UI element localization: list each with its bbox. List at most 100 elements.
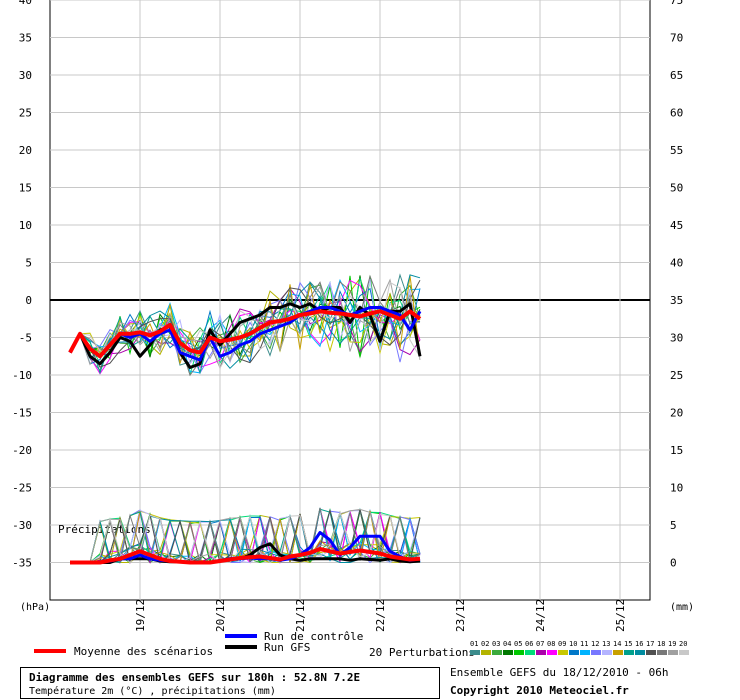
perturbation-temp-line xyxy=(69,287,421,356)
series-precip-0 xyxy=(70,547,421,565)
left-tick-label: -25 xyxy=(12,482,32,495)
left-tick-label: 35 xyxy=(19,32,32,45)
legend-perturbation-number: 02 xyxy=(481,640,489,648)
right-tick-label: 5 xyxy=(670,519,677,532)
legend-perturbation-swatch xyxy=(624,650,634,655)
left-tick-label: 40 xyxy=(19,0,32,7)
right-tick-label: 25 xyxy=(670,369,683,382)
footer-subtitle: Température 2m (°C) , précipitations (mm… xyxy=(29,686,276,697)
legend-perturbation-swatch xyxy=(613,650,623,655)
legend-perturbation-swatch xyxy=(668,650,678,655)
left-tick-label: -15 xyxy=(12,407,32,420)
perturbation-temp-line xyxy=(69,278,421,366)
series-temp-0 xyxy=(68,309,422,359)
perturbation-precip-line xyxy=(70,511,421,563)
left-axis-unit: (hPa) xyxy=(20,602,50,613)
right-tick-label: 15 xyxy=(670,444,683,457)
right-tick-label: 50 xyxy=(670,182,683,195)
right-tick-label: 75 xyxy=(670,0,683,7)
right-tick-label: 40 xyxy=(670,257,683,270)
right-tick-label: 45 xyxy=(670,219,683,232)
legend-perturbation-swatch xyxy=(558,650,568,655)
legend-perturbation-swatch xyxy=(679,650,689,655)
legend-perturbation-swatch xyxy=(492,650,502,655)
legend-perturbation-swatch xyxy=(580,650,590,655)
legend-perturbation-number: 13 xyxy=(602,640,610,648)
legend-mean-label: Moyenne des scénarios xyxy=(74,645,213,658)
right-axis-unit: (mm) xyxy=(670,602,694,613)
legend-perturbation-number: 19 xyxy=(668,640,676,648)
legend-perturbation-swatch xyxy=(514,650,524,655)
right-tick-label: 55 xyxy=(670,144,683,157)
legend-perturbation-swatch xyxy=(646,650,656,655)
legend-perturbation-swatch xyxy=(657,650,667,655)
series-temp-2 xyxy=(68,302,422,369)
footer-title-box: Diagramme des ensembles GEFS sur 180h : … xyxy=(20,667,440,699)
x-tick-label: 19/12 xyxy=(134,599,147,632)
right-tick-label: 35 xyxy=(670,294,683,307)
legend-perturbation-number: 20 xyxy=(679,640,687,648)
legend-perturbation-number: 07 xyxy=(536,640,544,648)
legend-perturbation-number: 15 xyxy=(624,640,632,648)
left-tick-label: 15 xyxy=(19,182,32,195)
right-tick-label: 65 xyxy=(670,69,683,82)
left-tick-label: -10 xyxy=(12,369,32,382)
legend-perturbation-swatch xyxy=(569,650,579,655)
legend-perturbation-number: 03 xyxy=(492,640,500,648)
left-tick-label: -20 xyxy=(12,444,32,457)
legend-perturbation-swatch xyxy=(547,650,557,655)
left-tick-label: -5 xyxy=(19,332,32,345)
left-tick-label: 0 xyxy=(25,294,32,307)
series-temp-1 xyxy=(68,306,422,362)
legend: Moyenne des scénarios Run de contrôleRun … xyxy=(34,630,689,659)
ensemble-chart: 4035302520151050-5-10-15-20-25-30-35(hPa… xyxy=(12,0,694,659)
legend-perturbation-number: 06 xyxy=(525,640,533,648)
right-tick-label: 60 xyxy=(670,107,683,120)
x-axis-ticks: 19/12 20/12 21/12 22/12 23/12 24/12 25/12Préci… xyxy=(58,523,627,632)
legend-perturbation-number: 11 xyxy=(580,640,588,648)
main-series-lines xyxy=(68,302,422,565)
left-tick-label: 30 xyxy=(19,69,32,82)
legend-perturbation-number: 17 xyxy=(646,640,654,648)
x-tick-label: 21/12 xyxy=(294,599,307,632)
left-tick-label: 5 xyxy=(25,257,32,270)
grid xyxy=(49,0,651,601)
legend-perturbation-swatch xyxy=(635,650,645,655)
left-axis-ticks: 40 35 30 25 20 15 10 5 0 -5 -10 -15 -20 -25 -30 -35 (hPa… xyxy=(12,0,50,613)
legend-perturbation-number: 10 xyxy=(569,640,577,648)
left-tick-label: 10 xyxy=(19,219,32,232)
left-tick-label: 20 xyxy=(19,144,32,157)
x-tick-label: 24/12 xyxy=(534,599,547,632)
legend-perturbation-swatch xyxy=(591,650,601,655)
legend-perturbation-number: 08 xyxy=(547,640,555,648)
legend-perturbation-number: 01 xyxy=(470,640,478,648)
footer-title: Diagramme des ensembles GEFS sur 180h : … xyxy=(29,671,361,684)
right-tick-label: 70 xyxy=(670,32,683,45)
legend-perturbation-number: 12 xyxy=(591,640,599,648)
run-info: Ensemble GEFS du 18/12/2010 - 06h xyxy=(450,666,669,679)
legend-gfs-label: Run GFS xyxy=(264,641,310,654)
perturbation-temp-line xyxy=(69,279,421,375)
right-tick-label: 20 xyxy=(670,407,683,420)
legend-perturbation-swatch xyxy=(470,650,480,655)
legend-perturbation-number: 16 xyxy=(635,640,643,648)
left-tick-label: -30 xyxy=(12,519,32,532)
legend-perturbation-number: 09 xyxy=(558,640,566,648)
legend-perturbation-number: 14 xyxy=(613,640,621,648)
x-tick-label: 20/12 xyxy=(214,599,227,632)
copyright: Copyright 2010 Meteociel.fr xyxy=(450,684,629,697)
right-tick-label: 30 xyxy=(670,332,683,345)
left-tick-label: 25 xyxy=(19,107,32,120)
legend-perturbation-swatch xyxy=(503,650,513,655)
legend-perturbation-number: 04 xyxy=(503,640,511,648)
legend-perturbation-number: 05 xyxy=(514,640,522,648)
right-tick-label: 0 xyxy=(670,557,677,570)
perturbation-temp-line xyxy=(69,284,421,364)
legend-perturbation-swatch xyxy=(525,650,535,655)
x-tick-label: 25/12 xyxy=(614,599,627,632)
legend-perturbation-number: 18 xyxy=(657,640,665,648)
x-tick-label: 22/12 xyxy=(374,599,387,632)
legend-perturbations-label: 20 Perturbations xyxy=(369,646,475,659)
legend-perturbation-swatch xyxy=(481,650,491,655)
